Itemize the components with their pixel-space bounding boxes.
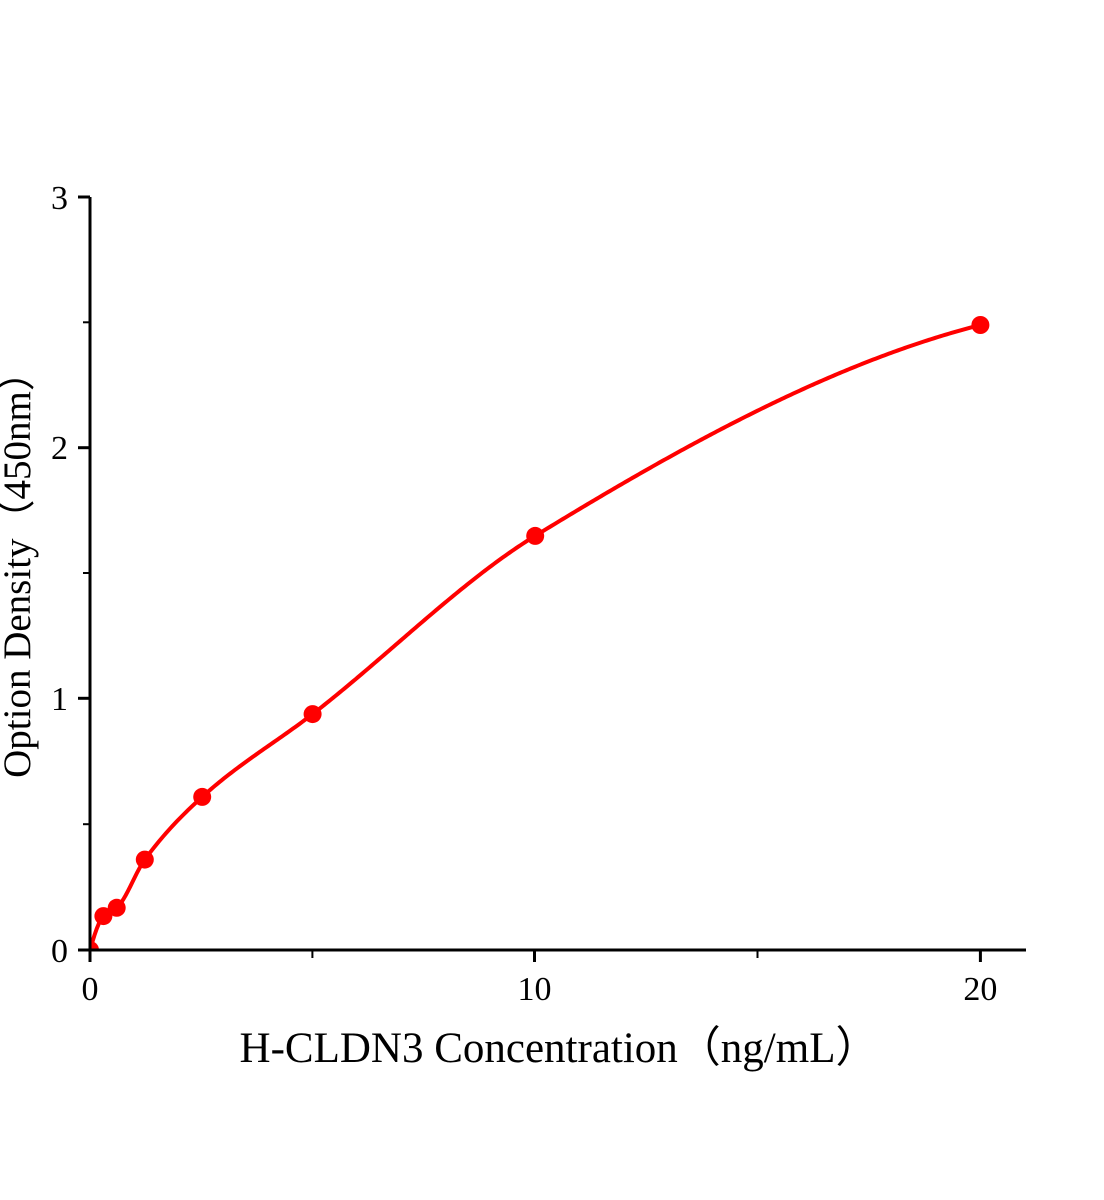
- svg-text:0: 0: [51, 933, 68, 970]
- svg-text:H-CLDN3 Concentration（ng/mL）: H-CLDN3 Concentration（ng/mL）: [240, 1025, 879, 1072]
- svg-text:1: 1: [51, 681, 68, 718]
- svg-text:20: 20: [963, 971, 997, 1008]
- svg-text:3: 3: [51, 180, 68, 217]
- svg-text:10: 10: [518, 971, 552, 1008]
- svg-text:Option Density（450nm）: Option Density（450nm）: [0, 352, 39, 778]
- svg-text:2: 2: [51, 430, 68, 467]
- svg-text:0: 0: [82, 971, 99, 1008]
